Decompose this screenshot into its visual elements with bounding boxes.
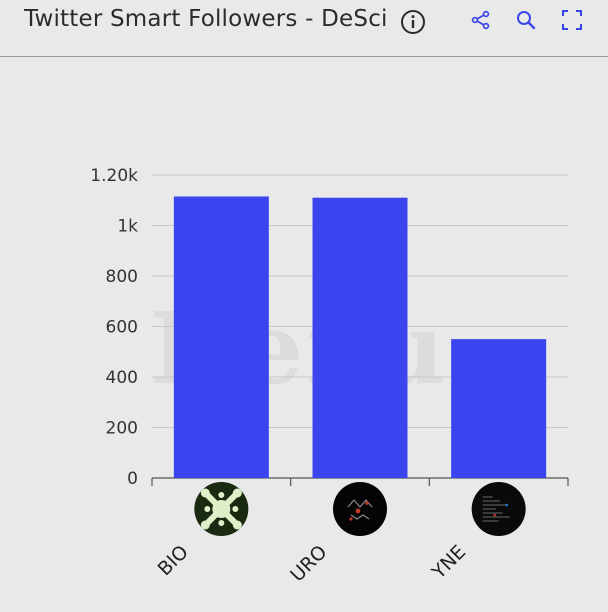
y-tick-label: 1.20k — [90, 166, 138, 186]
y-tick-label: 600 — [106, 318, 138, 338]
y-tick-label: 800 — [106, 267, 138, 287]
fullscreen-icon[interactable] — [561, 9, 583, 31]
x-category-label: BIO — [154, 541, 193, 580]
bar — [451, 339, 547, 478]
bar — [173, 196, 269, 478]
info-icon[interactable] — [400, 9, 426, 35]
chart-title: Twitter Smart Followers - DeSci — [24, 6, 388, 32]
y-tick-label: 400 — [106, 368, 138, 388]
chart-header: Twitter Smart Followers - DeSci — [0, 0, 608, 57]
uro-logo-icon — [333, 482, 387, 536]
bar — [312, 197, 408, 478]
share-icon[interactable] — [470, 9, 492, 31]
x-category-label: URO — [286, 541, 331, 586]
yne-logo-icon — [471, 482, 526, 536]
bio-logo-icon — [194, 482, 249, 536]
y-tick-label: 200 — [106, 419, 138, 439]
y-tick-label: 1k — [117, 217, 138, 237]
zoom-icon[interactable] — [515, 9, 537, 31]
y-tick-label: 0 — [127, 469, 138, 489]
x-category-label: YNE — [427, 541, 470, 584]
